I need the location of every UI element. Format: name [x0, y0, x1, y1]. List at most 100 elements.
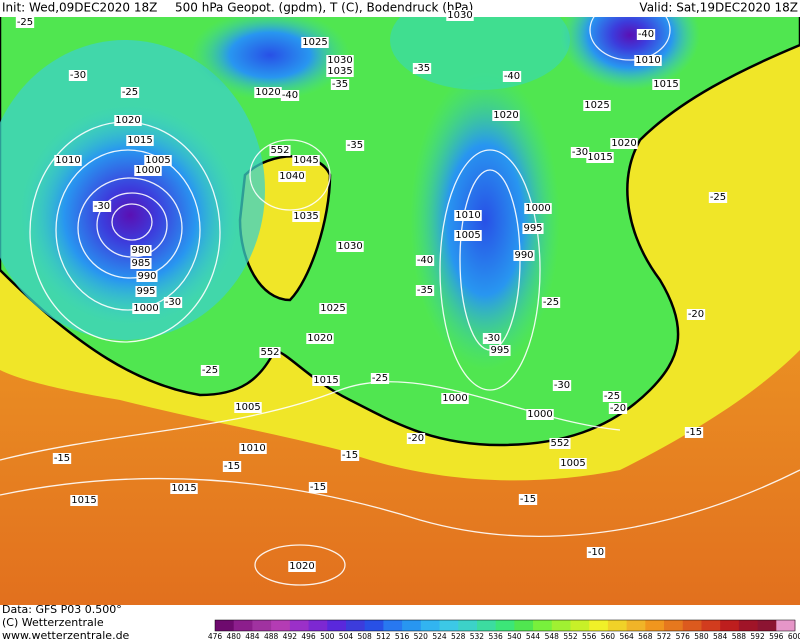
header-bar [0, 0, 800, 17]
label-text: 995 [523, 223, 542, 234]
label-box [336, 241, 364, 252]
label-text: 1020 [611, 138, 636, 149]
map-label: -20 [686, 309, 706, 320]
map-background [0, 0, 800, 605]
label-box [549, 438, 571, 449]
colorbar-label: 508 [358, 632, 373, 641]
map-label: 1015 [652, 79, 680, 90]
map-label: -40 [280, 90, 300, 101]
map-label: -25 [602, 391, 622, 402]
label-text: 1025 [584, 100, 609, 111]
label-box [163, 297, 183, 308]
label-text: -40 [504, 71, 520, 82]
map-label: 1015 [586, 152, 614, 163]
label-box [441, 393, 469, 404]
label-box [292, 211, 320, 222]
colorbar-label: 520 [414, 632, 429, 641]
label-box [634, 55, 662, 66]
label-box [345, 140, 365, 151]
label-text: -40 [638, 29, 654, 40]
label-box [708, 192, 728, 203]
label-text: 1030 [327, 55, 352, 66]
label-box [126, 135, 154, 146]
label-box [301, 37, 329, 48]
colorbar-bin [738, 620, 759, 631]
colorbar-label: 588 [732, 632, 747, 641]
colorbar-bin [682, 620, 702, 631]
map-label: 1040 [278, 171, 306, 182]
label-box [586, 547, 606, 558]
label-text: -30 [484, 333, 500, 344]
label-text: -35 [347, 140, 363, 151]
colorbar-label: 488 [264, 632, 279, 641]
label-box [602, 391, 622, 402]
colorbar-bin [308, 620, 328, 631]
label-box [586, 152, 614, 163]
map-label: 1020 [254, 87, 282, 98]
colorbar-label: 504 [339, 632, 354, 641]
map-label: 1010 [634, 55, 662, 66]
colorbar-label: 580 [694, 632, 709, 641]
map-label: -40 [415, 255, 435, 266]
colorbar-frame [214, 619, 796, 632]
label-text: -15 [342, 450, 358, 461]
label-box [68, 70, 88, 81]
label-box [330, 79, 350, 90]
colorbar-label: 536 [488, 632, 503, 641]
label-text: 1020 [115, 115, 140, 126]
map-label: 552 [259, 347, 281, 358]
map-label: 1025 [301, 37, 329, 48]
label-text: -15 [520, 494, 536, 505]
map-label: -40 [502, 71, 522, 82]
label-text: -25 [202, 365, 218, 376]
label-text: -20 [408, 433, 424, 444]
copyright: (C) Wetterzentrale [2, 616, 104, 629]
map-label: -35 [412, 63, 432, 74]
map-label: 1030 [446, 10, 474, 21]
label-box [306, 333, 334, 344]
map-label: -15 [340, 450, 360, 461]
label-text: 1010 [240, 443, 265, 454]
label-text: -25 [710, 192, 726, 203]
colorbar-label: 552 [563, 632, 578, 641]
colorbar-label: 600 [788, 632, 800, 641]
label-box [15, 17, 35, 28]
map-label: 1005 [559, 458, 587, 469]
map-label: 1020 [492, 110, 520, 121]
colorbar-bin [233, 620, 253, 631]
map-label: -30 [92, 201, 112, 212]
label-text: 1005 [145, 155, 170, 166]
label-box [652, 79, 680, 90]
colorbar-label: 568 [638, 632, 653, 641]
label-text: 552 [260, 347, 279, 358]
map-label: -25 [15, 17, 35, 28]
colorbar-label: 548 [545, 632, 560, 641]
colorbar-label: 576 [676, 632, 691, 641]
colorbar-bin [589, 620, 609, 631]
label-box [415, 285, 435, 296]
colorbar: 476 480 484 488 492 496 500 504 508 512 516 520 524 5… [208, 619, 800, 641]
colorbar-bin [757, 620, 777, 631]
valid-time: Valid: Sat,19DEC2020 18Z [639, 1, 798, 15]
map-label: -35 [345, 140, 365, 151]
colorbar-bin [626, 620, 646, 631]
colorbar-label: 560 [601, 632, 616, 641]
map-label: 552 [269, 145, 291, 156]
colorbar-label: 492 [283, 632, 298, 641]
label-text: 1005 [235, 402, 260, 413]
label-text: 1000 [133, 303, 158, 314]
label-text: 1020 [255, 87, 280, 98]
label-box [340, 450, 360, 461]
label-text: 1000 [135, 165, 160, 176]
map-label: 980 [130, 245, 152, 256]
map-label: 1000 [134, 165, 162, 176]
label-text: 1010 [55, 155, 80, 166]
label-text: 1025 [302, 37, 327, 48]
map-label: 995 [522, 223, 544, 234]
colorbar-label: 596 [769, 632, 784, 641]
colorbar-label: 584 [713, 632, 728, 641]
colorbar-label: 480 [227, 632, 242, 641]
map-label: -15 [308, 482, 328, 493]
label-text: -30 [70, 70, 86, 81]
label-box [170, 483, 198, 494]
